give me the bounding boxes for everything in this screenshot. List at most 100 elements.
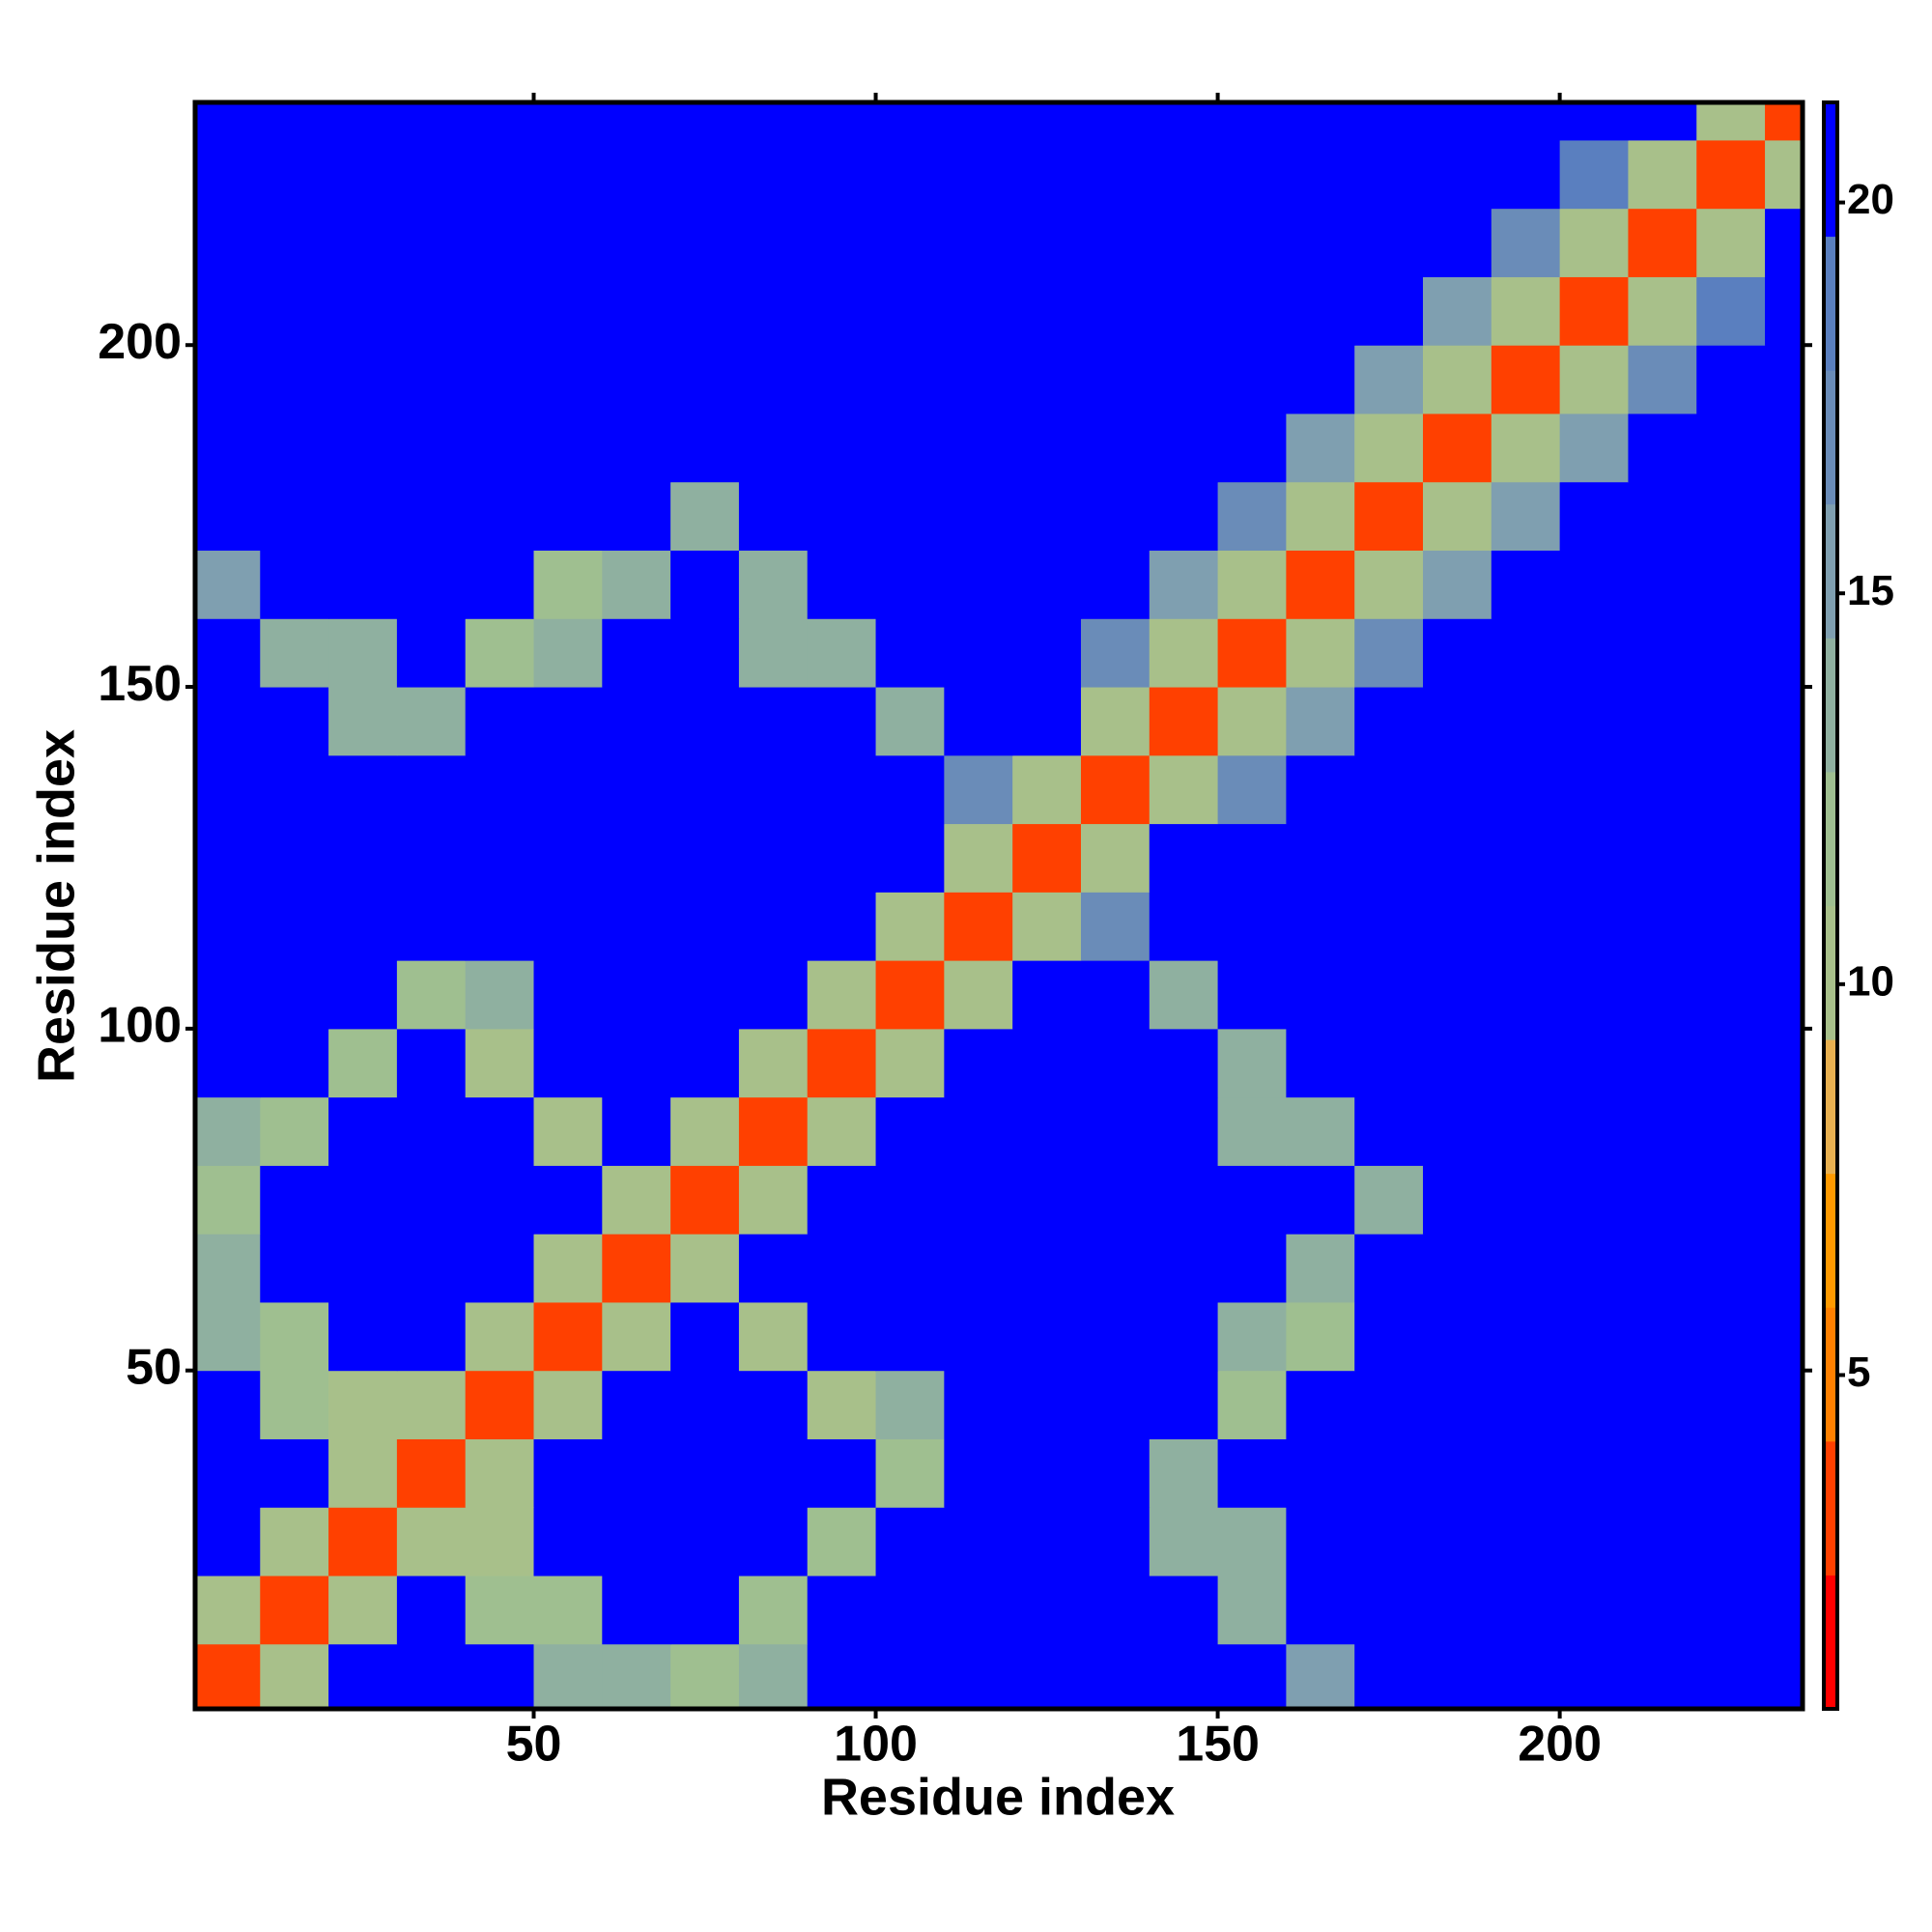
heatmap-cell	[1080, 618, 1151, 688]
heatmap-cell	[1354, 1165, 1424, 1235]
heatmap-cell	[1217, 1507, 1287, 1577]
heatmap-cell	[1354, 687, 1424, 756]
heatmap-cell	[807, 1370, 877, 1439]
heatmap-cell	[1217, 687, 1287, 756]
heatmap-cell	[1423, 481, 1492, 552]
heatmap-cell	[944, 208, 1013, 277]
heatmap-cell	[1012, 276, 1082, 346]
heatmap-cell	[1354, 550, 1424, 619]
heatmap-cell	[1696, 1370, 1766, 1439]
heatmap-cell	[1080, 1234, 1151, 1303]
heatmap-cell	[670, 1301, 740, 1372]
heatmap-cell	[195, 618, 261, 688]
heatmap-cell	[670, 1165, 740, 1235]
heatmap-cell	[1286, 412, 1355, 483]
heatmap-cell	[1217, 481, 1287, 552]
heatmap-cell	[1696, 139, 1766, 210]
heatmap-cell	[533, 618, 603, 688]
heatmap-cell	[1080, 276, 1151, 346]
heatmap-cell	[195, 687, 261, 756]
heatmap-cell	[260, 102, 329, 141]
heatmap-cell	[1559, 687, 1629, 756]
heatmap-cell	[944, 618, 1013, 688]
heatmap-cell	[738, 754, 809, 825]
heatmap-cell	[1080, 823, 1151, 893]
heatmap-cell	[602, 1643, 671, 1709]
heatmap-cell	[396, 687, 467, 756]
heatmap-cell	[944, 1234, 1013, 1303]
heatmap-cell	[944, 1643, 1013, 1709]
heatmap-cell	[1286, 1438, 1355, 1508]
heatmap-cell	[1628, 1234, 1697, 1303]
heatmap-cell	[738, 1096, 809, 1166]
heatmap-cell	[1354, 102, 1424, 141]
heatmap-cell	[670, 1370, 740, 1439]
heatmap-cell	[738, 276, 809, 346]
heatmap-cell	[1628, 1096, 1697, 1166]
heatmap-cell	[1628, 481, 1697, 552]
heatmap-cell	[944, 892, 1013, 961]
heatmap-cell	[1149, 960, 1219, 1030]
heatmap-cell	[944, 1096, 1013, 1166]
heatmap-cell	[807, 345, 877, 414]
colorbar-segment	[1824, 370, 1837, 505]
heatmap-cell	[1423, 208, 1492, 277]
heatmap-cell	[1423, 1165, 1492, 1235]
heatmap-cell	[1012, 1096, 1082, 1166]
heatmap-cell	[1491, 345, 1561, 414]
heatmap-cell	[396, 276, 467, 346]
heatmap-cell	[1765, 481, 1803, 552]
heatmap-cell	[1012, 687, 1082, 756]
heatmap-cell	[602, 481, 671, 552]
heatmap-cell	[396, 139, 467, 210]
heatmap-cell	[1354, 754, 1424, 825]
heatmap-cell	[533, 687, 603, 756]
heatmap-cell	[875, 1643, 945, 1709]
heatmap-cell	[465, 139, 535, 210]
heatmap-cell	[670, 1096, 740, 1166]
heatmap-cell	[1217, 139, 1287, 210]
heatmap-cell	[1423, 1370, 1492, 1439]
heatmap-cell	[328, 1507, 398, 1577]
heatmap-cell	[260, 892, 329, 961]
heatmap-cell	[195, 960, 261, 1030]
heatmap-cell	[1080, 960, 1151, 1030]
heatmap-cell	[1696, 1507, 1766, 1577]
heatmap-cell	[807, 550, 877, 619]
heatmap-cell	[1012, 823, 1082, 893]
heatmap-cell	[533, 1507, 603, 1577]
heatmap-cell	[1765, 823, 1803, 893]
heatmap-cell	[602, 208, 671, 277]
heatmap-cell	[1491, 754, 1561, 825]
heatmap-cell	[807, 1301, 877, 1372]
heatmap-cell	[533, 345, 603, 414]
heatmap-cell	[1080, 1028, 1151, 1098]
heatmap-cell	[602, 1028, 671, 1098]
heatmap-cell	[328, 1028, 398, 1098]
heatmap-cell	[1423, 960, 1492, 1030]
heatmap-cell	[1491, 102, 1561, 141]
heatmap-cell	[602, 892, 671, 961]
heatmap-cell	[944, 754, 1013, 825]
colorbar-tick-label: 10	[1847, 957, 1894, 1005]
heatmap-cell	[1423, 618, 1492, 688]
heatmap-cell	[807, 823, 877, 893]
heatmap-cell	[195, 1643, 261, 1709]
heatmap-cell	[396, 481, 467, 552]
heatmap-cell	[1012, 1507, 1082, 1577]
heatmap-cell	[738, 102, 809, 141]
heatmap-cell	[875, 687, 945, 756]
heatmap-cell	[260, 1370, 329, 1439]
heatmap-cell	[944, 1576, 1013, 1645]
heatmap-cell	[875, 550, 945, 619]
heatmap-cell	[944, 1301, 1013, 1372]
heatmap-cell	[328, 1096, 398, 1166]
heatmap-cell	[1354, 1507, 1424, 1577]
heatmap-cell	[1354, 1643, 1424, 1709]
heatmap-cell	[738, 892, 809, 961]
heatmap-cell	[602, 1370, 671, 1439]
heatmap-cell	[1696, 1643, 1766, 1709]
heatmap-cell	[1217, 412, 1287, 483]
heatmap-cell	[1149, 1301, 1219, 1372]
heatmap-cell	[944, 1438, 1013, 1508]
